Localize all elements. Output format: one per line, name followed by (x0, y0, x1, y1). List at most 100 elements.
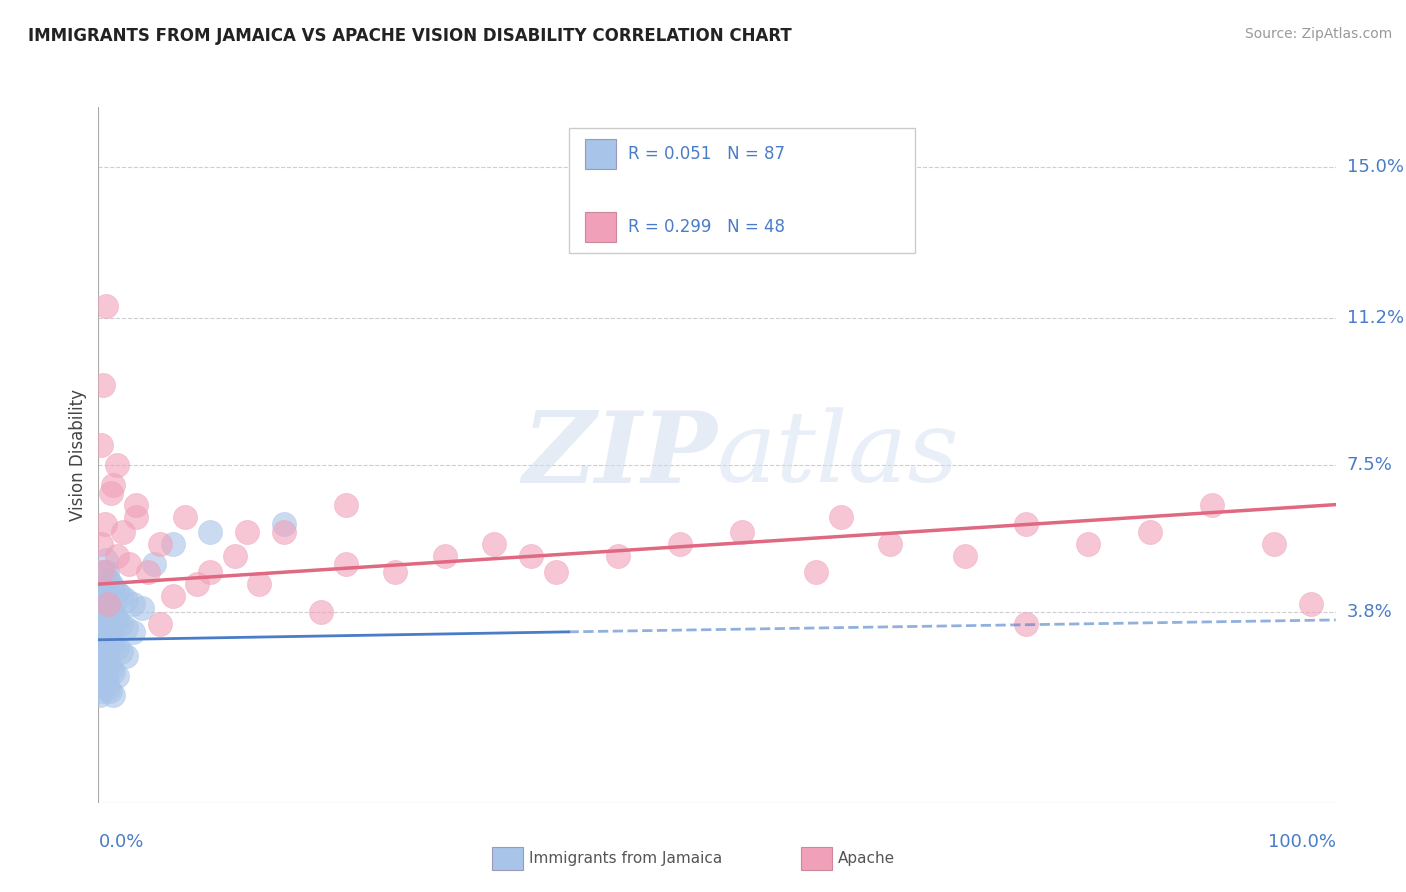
Point (93, 665, 115, 679)
Point (90, 637, 112, 651)
Point (89, 648, 111, 663)
Point (94, 593, 117, 607)
Point (89, 629, 111, 643)
Point (114, 621, 136, 635)
Point (94, 553, 117, 567)
Point (122, 624, 145, 639)
Point (90, 629, 112, 643)
Point (198, 525, 221, 540)
Point (90, 537, 112, 551)
Point (91, 660, 114, 674)
Point (90, 668, 112, 682)
Point (953, 549, 976, 564)
Point (90, 653, 112, 667)
Text: atlas: atlas (717, 408, 960, 502)
Point (96, 565, 118, 579)
Point (103, 609, 125, 624)
Point (124, 509, 146, 524)
Point (93, 378, 115, 392)
Point (90, 624, 112, 639)
Point (105, 549, 128, 564)
Point (94, 673, 117, 687)
Point (90, 648, 112, 663)
Point (105, 640, 128, 655)
Point (90, 645, 112, 659)
Point (98, 629, 121, 643)
Point (89, 673, 111, 687)
Point (98, 684, 121, 698)
Point (93, 593, 115, 607)
Point (1015, 517, 1038, 532)
Point (879, 537, 901, 551)
Point (433, 549, 456, 564)
Point (91, 616, 114, 631)
Point (335, 498, 357, 512)
Point (90, 657, 112, 671)
Point (607, 549, 630, 564)
Point (90, 438, 112, 452)
Point (97, 657, 120, 671)
Point (546, 565, 568, 579)
Point (114, 593, 136, 607)
Point (114, 648, 136, 663)
Point (90, 657, 112, 671)
Point (335, 558, 357, 572)
Text: 11.2%: 11.2% (1347, 309, 1405, 326)
Point (149, 537, 172, 551)
Point (93, 640, 115, 655)
Point (1077, 537, 1099, 551)
Point (149, 616, 172, 631)
Point (94, 621, 117, 635)
Point (96, 653, 118, 667)
Point (1263, 537, 1285, 551)
Point (122, 597, 145, 611)
Point (105, 585, 128, 599)
Point (89, 668, 111, 682)
Text: 15.0%: 15.0% (1347, 158, 1403, 176)
Point (96, 648, 118, 663)
Point (93, 589, 115, 603)
Point (101, 632, 124, 647)
Text: 3.8%: 3.8% (1347, 603, 1392, 621)
Point (91, 613, 114, 627)
Text: R = 0.299   N = 48: R = 0.299 N = 48 (627, 219, 785, 236)
Point (90, 645, 112, 659)
Point (93, 645, 115, 659)
Point (224, 549, 246, 564)
Point (103, 637, 125, 651)
Point (198, 565, 221, 579)
Text: R = 0.051   N = 87: R = 0.051 N = 87 (627, 145, 785, 162)
Point (89, 657, 111, 671)
Point (131, 601, 153, 615)
Point (91, 597, 114, 611)
Point (162, 537, 184, 551)
Point (97, 624, 120, 639)
Point (91, 605, 114, 619)
Point (110, 616, 132, 631)
Point (97, 573, 120, 587)
Point (93, 668, 115, 682)
Point (103, 689, 125, 703)
Point (236, 525, 259, 540)
Text: ZIP: ZIP (522, 407, 717, 503)
Point (110, 589, 132, 603)
Point (484, 537, 506, 551)
Point (89, 689, 111, 703)
Point (91, 616, 114, 631)
Point (89, 660, 111, 674)
Point (91, 565, 114, 579)
Point (105, 458, 128, 472)
Text: IMMIGRANTS FROM JAMAICA VS APACHE VISION DISABILITY CORRELATION CHART: IMMIGRANTS FROM JAMAICA VS APACHE VISION… (28, 27, 792, 45)
Text: Source: ZipAtlas.com: Source: ZipAtlas.com (1244, 27, 1392, 41)
Point (804, 565, 827, 579)
Point (830, 509, 852, 524)
Point (93, 616, 115, 631)
Point (1015, 616, 1038, 631)
Text: Apache: Apache (838, 852, 896, 866)
Point (103, 665, 125, 679)
Point (103, 581, 125, 595)
Text: 100.0%: 100.0% (1268, 833, 1336, 851)
Point (1299, 597, 1322, 611)
Point (93, 581, 115, 595)
Point (136, 565, 159, 579)
